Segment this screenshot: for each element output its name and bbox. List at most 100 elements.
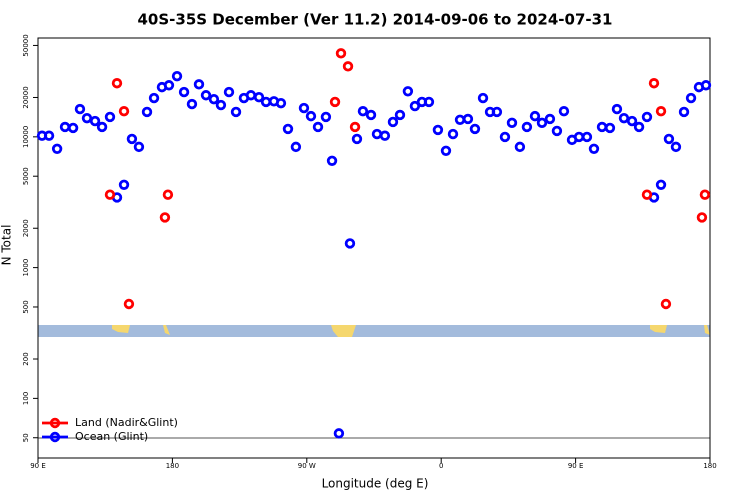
data-point — [67, 122, 79, 134]
ocean-strip — [38, 325, 710, 337]
data-point — [611, 103, 623, 115]
land-shape — [331, 325, 356, 337]
data-point — [696, 212, 708, 223]
data-point — [394, 109, 406, 121]
data-point — [655, 106, 667, 117]
data-point — [365, 109, 377, 121]
legend-marker — [49, 417, 61, 429]
x-tick-label: 180 — [166, 462, 179, 470]
data-point — [178, 86, 190, 98]
plot-frame — [37, 37, 711, 459]
y-axis-label: N Total — [0, 225, 14, 266]
data-point — [111, 78, 123, 89]
data-point — [544, 113, 556, 125]
data-point — [312, 121, 324, 133]
data-point — [558, 106, 570, 117]
data-point — [462, 113, 474, 125]
y-tick-label: 100 — [22, 392, 30, 405]
data-point — [685, 92, 697, 104]
data-point — [344, 238, 356, 249]
data-point — [89, 115, 101, 127]
data-point — [200, 90, 212, 101]
data-point — [506, 117, 518, 129]
data-point — [342, 61, 354, 72]
data-point — [529, 110, 541, 122]
data-point — [329, 96, 341, 108]
data-point — [186, 98, 198, 110]
data-point — [253, 91, 265, 103]
data-point — [51, 143, 63, 155]
data-point — [275, 97, 287, 109]
y-tick-label: 10000 — [22, 126, 30, 148]
data-point — [447, 128, 459, 140]
data-point — [290, 141, 302, 153]
data-point — [440, 145, 452, 157]
data-point — [118, 106, 130, 117]
data-point — [678, 106, 690, 118]
data-point — [305, 110, 317, 122]
data-point — [633, 121, 645, 133]
data-point — [551, 125, 563, 137]
data-point — [670, 141, 682, 153]
legend-marker — [49, 431, 61, 443]
data-point — [133, 141, 145, 153]
data-point — [163, 80, 175, 91]
data-point — [335, 48, 347, 59]
legend-label: Ocean (Glint) — [75, 430, 148, 443]
x-tick-label: 90 E — [568, 462, 584, 470]
data-point — [230, 106, 242, 118]
data-point — [326, 155, 338, 166]
data-point — [499, 131, 511, 143]
data-point — [208, 94, 220, 105]
legend-label: Land (Nadir&Glint) — [75, 416, 178, 429]
data-point — [423, 96, 435, 108]
data-point — [141, 106, 153, 118]
data-point — [104, 111, 116, 123]
data-point — [162, 189, 174, 200]
data-point — [409, 100, 421, 112]
data-point — [387, 116, 399, 128]
data-point — [298, 102, 310, 114]
data-point — [126, 133, 138, 145]
data-point — [193, 79, 205, 90]
data-point — [351, 133, 363, 145]
data-point — [663, 133, 675, 145]
data-point — [123, 298, 135, 310]
x-axis-label: Longitude (deg E) — [322, 477, 429, 491]
land-shape — [163, 325, 170, 335]
x-tick-label: 180 — [703, 462, 716, 470]
y-tick-label: 2000 — [22, 219, 30, 237]
data-point — [282, 123, 294, 135]
map-strip — [38, 325, 710, 337]
x-tick-label: 90 W — [298, 462, 316, 470]
data-point — [514, 141, 526, 153]
data-point — [104, 189, 116, 200]
data-point — [333, 428, 345, 439]
data-point — [588, 143, 600, 155]
data-point — [96, 121, 108, 133]
data-point — [700, 80, 712, 91]
land-shape — [704, 325, 710, 335]
data-point — [604, 122, 616, 134]
data-point — [171, 70, 183, 82]
data-point — [521, 121, 533, 133]
data-point — [536, 117, 548, 129]
data-point — [402, 86, 414, 97]
data-point — [159, 212, 171, 223]
data-point — [469, 123, 481, 135]
y-tick-label: 1000 — [22, 259, 30, 277]
data-point — [357, 106, 369, 117]
data-point — [491, 106, 503, 118]
y-tick-label: 500 — [22, 300, 30, 313]
data-point — [74, 103, 86, 115]
y-tick-label: 50000 — [22, 34, 30, 56]
data-point — [626, 115, 638, 127]
y-tick-label: 20000 — [22, 86, 30, 108]
data-point — [320, 111, 332, 123]
data-point — [148, 92, 160, 104]
data-point — [655, 179, 667, 190]
data-point — [641, 189, 653, 200]
data-point — [118, 179, 130, 190]
